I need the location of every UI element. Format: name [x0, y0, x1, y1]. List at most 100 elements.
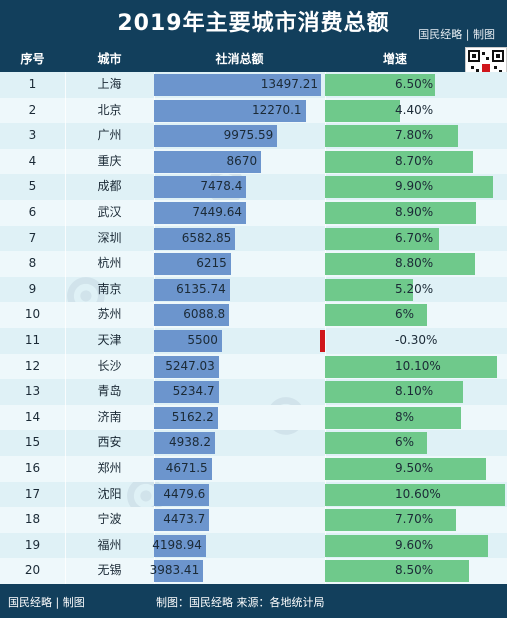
rank-cell: 5 — [28, 179, 37, 194]
column-header-rank: 序号 — [20, 52, 45, 66]
column-divider — [65, 430, 66, 456]
sales-bar — [154, 74, 321, 96]
sales-value-label: 6088.8 — [183, 307, 226, 322]
sales-bar — [154, 125, 278, 148]
table-row: 19 福州 4198.94 9.60% — [0, 532, 507, 559]
column-divider — [65, 174, 66, 200]
city-cell: 郑州 — [97, 461, 122, 475]
rank-cell: 19 — [24, 537, 41, 552]
growth-value-label: 8.70% — [395, 153, 434, 168]
rank-cell: 9 — [28, 281, 37, 296]
sales-bar — [154, 534, 206, 557]
sales-value-label: 9975.59 — [223, 128, 274, 143]
table-row: 6 武汉 7449.64 8.90% — [0, 200, 507, 226]
sales-bar — [154, 560, 204, 583]
column-divider — [65, 353, 66, 380]
table-row: 12 长沙 5247.03 10.10% — [0, 353, 507, 380]
rank-cell: 6 — [28, 205, 37, 219]
table-row: 10 苏州 6088.8 6% — [0, 302, 507, 328]
city-cell: 杭州 — [97, 256, 122, 271]
sales-value-label: 7478.4 — [200, 179, 243, 194]
rank-cell: 3 — [28, 128, 37, 143]
rank-cell: 14 — [24, 409, 41, 424]
city-cell: 重庆 — [97, 153, 122, 168]
rank-cell: 10 — [24, 307, 41, 322]
growth-value-label: 8.90% — [395, 205, 434, 219]
column-divider — [65, 507, 66, 533]
growth-value-label: 8% — [395, 409, 415, 424]
rank-cell: 17 — [24, 486, 41, 501]
growth-bar — [325, 253, 475, 276]
rank-cell: 12 — [24, 358, 41, 373]
growth-bar — [325, 227, 439, 250]
growth-bar — [325, 202, 477, 224]
growth-bar — [320, 330, 325, 352]
table-row: 5 成都 7478.4 9.90% — [0, 174, 507, 200]
growth-value-label: 6% — [395, 307, 415, 322]
growth-value-label: 6.70% — [395, 230, 434, 245]
growth-value-label: 8.80% — [395, 256, 434, 271]
table-row: 2 北京 12270.1 4.40% — [0, 97, 507, 124]
rank-cell: 20 — [24, 563, 41, 578]
sales-value-label: 4938.2 — [169, 435, 211, 450]
city-cell: 广州 — [97, 128, 122, 143]
growth-value-label: 8.50% — [395, 563, 434, 578]
table-row: 8 杭州 6215 8.80% — [0, 251, 507, 277]
sales-bar — [154, 99, 306, 122]
sales-bar — [154, 483, 210, 506]
growth-bar — [325, 534, 489, 557]
chart-title: 2019年主要城市消费总额 — [117, 11, 390, 36]
sales-bar — [154, 304, 230, 327]
growth-value-label: 6% — [395, 435, 415, 450]
growth-bar — [325, 304, 427, 327]
table-row: 4 重庆 8670 8.70% — [0, 148, 507, 175]
sales-value-label: 5162.2 — [171, 409, 214, 424]
sales-value-label: 6135.74 — [176, 281, 226, 296]
city-cell: 上海 — [97, 77, 122, 91]
table-row: 11 天津 5500 -0.30% — [0, 328, 507, 354]
sales-value-label: 5247.03 — [165, 358, 215, 373]
growth-value-label: 5.20% — [395, 281, 434, 296]
rank-cell: 13 — [24, 384, 41, 399]
growth-bar — [325, 458, 487, 480]
table-row: 13 青岛 5234.7 8.10% — [0, 379, 507, 405]
city-cell: 天津 — [97, 333, 122, 347]
city-cell: 无锡 — [97, 563, 122, 578]
sales-bar — [154, 202, 247, 224]
sales-bar — [154, 227, 236, 250]
rank-cell: 15 — [24, 435, 41, 450]
growth-value-label: 7.80% — [395, 128, 434, 143]
sales-bar — [154, 381, 219, 404]
growth-bar — [325, 150, 473, 173]
column-divider — [65, 276, 66, 303]
table-row: 18 宁波 4473.7 7.70% — [0, 507, 507, 533]
sales-value-label: 12270.1 — [251, 102, 302, 117]
column-divider — [65, 379, 66, 405]
sales-value-label: 7449.64 — [192, 205, 243, 219]
growth-value-label: 10.60% — [395, 486, 441, 501]
sales-value-label: 4479.6 — [163, 486, 206, 501]
growth-bar — [325, 176, 494, 199]
city-cell: 西安 — [97, 435, 122, 450]
table-row: 16 郑州 4671.5 9.50% — [0, 456, 507, 482]
city-cell: 南京 — [97, 281, 122, 296]
sales-value-label: 13497.21 — [260, 77, 318, 91]
rank-cell: 18 — [24, 512, 41, 527]
growth-value-label: 9.90% — [395, 179, 434, 194]
growth-value-label: 10.10% — [395, 358, 441, 373]
city-cell: 北京 — [97, 102, 122, 117]
city-cell: 苏州 — [97, 307, 122, 322]
sales-bar — [154, 176, 247, 199]
table-row: 14 济南 5162.2 8% — [0, 404, 507, 431]
sales-bar — [154, 278, 230, 301]
city-cell: 青岛 — [97, 384, 122, 399]
sales-value-label: 6582.85 — [181, 230, 232, 245]
rank-cell: 7 — [28, 230, 37, 245]
growth-value-label: 8.10% — [395, 384, 434, 399]
growth-bar — [325, 74, 436, 96]
growth-bar — [325, 432, 427, 455]
city-cell: 福州 — [97, 537, 122, 552]
growth-bar — [325, 99, 400, 122]
table-row: 20 无锡 3983.41 8.50% — [0, 558, 507, 584]
table-row: 9 南京 6135.74 5.20% — [0, 276, 507, 303]
